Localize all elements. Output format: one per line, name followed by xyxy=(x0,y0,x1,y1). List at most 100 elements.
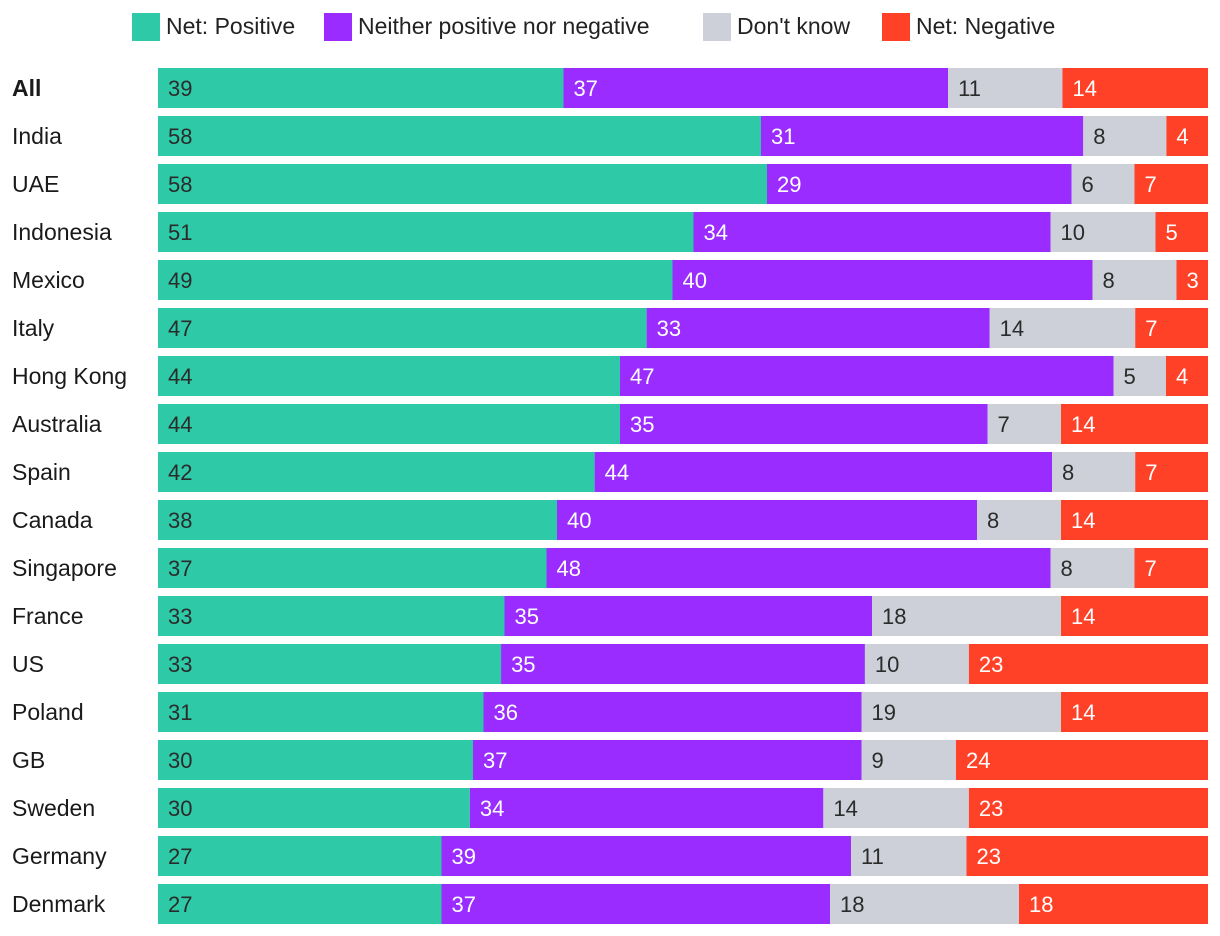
data-label-all-net-positive: 39 xyxy=(168,76,192,101)
category-label-germany: Germany xyxy=(12,843,107,869)
bar-segment-poland-net-negative xyxy=(1061,692,1208,732)
bar-segment-mexico-neither-positive-nor-negative xyxy=(672,260,1093,300)
bar-segment-poland-neither-positive-nor-negative xyxy=(483,692,862,732)
data-label-mexico-neither-positive-nor-negative: 40 xyxy=(683,268,707,293)
legend-item-don-t-know: Don't know xyxy=(703,13,850,41)
bar-segment-hong-kong-net-negative xyxy=(1166,356,1208,396)
bar-segment-spain-don-t-know xyxy=(1052,452,1136,492)
data-label-denmark-net-negative: 18 xyxy=(1029,892,1053,917)
data-label-hong-kong-neither-positive-nor-negative: 47 xyxy=(630,364,654,389)
category-label-france: France xyxy=(12,603,84,629)
legend: Net: Positive Neither positive nor negati… xyxy=(132,13,1055,41)
legend-swatch-net-positive xyxy=(132,13,160,41)
bar-segment-gb-net-positive xyxy=(158,740,473,780)
data-label-uae-neither-positive-nor-negative: 29 xyxy=(777,172,801,197)
data-label-hong-kong-don-t-know: 5 xyxy=(1124,364,1136,389)
bar-segment-singapore-neither-positive-nor-negative xyxy=(546,548,1051,588)
data-label-poland-net-negative: 14 xyxy=(1071,700,1095,725)
data-label-france-don-t-know: 18 xyxy=(882,604,906,629)
bar-segment-indonesia-don-t-know xyxy=(1050,212,1156,252)
bar-segment-spain-neither-positive-nor-negative xyxy=(594,452,1053,492)
bar-segment-singapore-net-positive xyxy=(158,548,547,588)
bar-segment-denmark-net-negative xyxy=(1019,884,1208,924)
data-label-hong-kong-net-positive: 44 xyxy=(168,364,192,389)
data-label-spain-net-negative: 7 xyxy=(1145,460,1157,485)
data-label-denmark-don-t-know: 18 xyxy=(840,892,864,917)
data-label-indonesia-neither-positive-nor-negative: 34 xyxy=(704,220,728,245)
bar-segment-sweden-net-negative xyxy=(968,788,1208,828)
category-labels: All India UAE Indonesia Mexico Italy Hong Kong… xyxy=(12,75,127,917)
bar-segment-france-net-positive xyxy=(158,596,505,636)
bar-segment-hong-kong-neither-positive-nor-negative xyxy=(620,356,1114,396)
bar-segment-spain-net-negative xyxy=(1135,452,1208,492)
bar-segment-sweden-net-positive xyxy=(158,788,470,828)
bar-row-hong-kong: 44 47 5 4 xyxy=(158,356,1208,396)
bar-row-india: 58 31 8 4 xyxy=(158,116,1208,156)
data-label-germany-don-t-know: 11 xyxy=(861,844,884,869)
data-label-australia-net-negative: 14 xyxy=(1071,412,1095,437)
category-label-singapore: Singapore xyxy=(12,555,117,581)
category-label-poland: Poland xyxy=(12,699,84,725)
data-label-poland-neither-positive-nor-negative: 36 xyxy=(494,700,518,725)
bar-segment-indonesia-neither-positive-nor-negative xyxy=(693,212,1051,252)
bar-segment-hong-kong-don-t-know xyxy=(1113,356,1166,396)
data-label-gb-don-t-know: 9 xyxy=(872,748,884,773)
data-label-australia-neither-positive-nor-negative: 35 xyxy=(630,412,654,437)
bar-segment-uae-net-negative xyxy=(1134,164,1208,204)
bar-segment-canada-net-positive xyxy=(158,500,557,540)
data-label-australia-don-t-know: 7 xyxy=(998,412,1010,437)
bar-segment-italy-don-t-know xyxy=(989,308,1136,348)
data-label-italy-neither-positive-nor-negative: 33 xyxy=(657,316,681,341)
data-label-canada-don-t-know: 8 xyxy=(987,508,999,533)
bar-segment-us-net-positive xyxy=(158,644,502,684)
bar-segment-indonesia-net-negative xyxy=(1155,212,1208,252)
bar-segment-mexico-net-positive xyxy=(158,260,673,300)
category-label-indonesia: Indonesia xyxy=(12,219,112,245)
bar-segment-france-neither-positive-nor-negative xyxy=(504,596,872,636)
bar-row-spain: 42 44 8 7 xyxy=(158,452,1208,492)
category-label-sweden: Sweden xyxy=(12,795,95,821)
bar-segment-canada-neither-positive-nor-negative xyxy=(557,500,977,540)
bar-row-italy: 47 33 14 7 xyxy=(158,308,1208,348)
data-label-spain-net-positive: 42 xyxy=(168,460,192,485)
bar-row-gb: 30 37 9 24 xyxy=(158,740,1208,780)
bar-segment-indonesia-net-positive xyxy=(158,212,694,252)
bar-row-poland: 31 36 19 14 xyxy=(158,692,1208,732)
bar-segment-denmark-net-positive xyxy=(158,884,442,924)
bar-row-australia: 44 35 7 14 xyxy=(158,404,1208,444)
data-label-india-net-positive: 58 xyxy=(168,124,192,149)
data-label-india-neither-positive-nor-negative: 31 xyxy=(771,124,795,149)
data-label-gb-net-positive: 30 xyxy=(168,748,192,773)
bar-segment-mexico-net-negative xyxy=(1176,260,1208,300)
bar-segment-australia-net-positive xyxy=(158,404,620,444)
bar-segment-india-neither-positive-nor-negative xyxy=(760,116,1084,156)
bar-segment-australia-net-negative xyxy=(1061,404,1208,444)
bar-segment-france-don-t-know xyxy=(872,596,1061,636)
bar-segment-all-net-negative xyxy=(1062,68,1208,108)
bar-segment-uae-net-positive xyxy=(158,164,767,204)
data-label-canada-net-negative: 14 xyxy=(1071,508,1095,533)
bar-segment-canada-net-negative xyxy=(1061,500,1208,540)
bar-row-us: 33 35 10 23 xyxy=(158,644,1208,684)
bar-segment-denmark-don-t-know xyxy=(830,884,1019,924)
category-label-canada: Canada xyxy=(12,507,93,533)
bar-segment-italy-neither-positive-nor-negative xyxy=(646,308,990,348)
data-label-singapore-neither-positive-nor-negative: 48 xyxy=(557,556,581,581)
bar-segment-all-neither-positive-nor-negative xyxy=(563,68,949,108)
legend-label-net-negative: Net: Negative xyxy=(916,13,1055,39)
bar-row-sweden: 30 34 14 23 xyxy=(158,788,1208,828)
category-label-mexico: Mexico xyxy=(12,267,85,293)
data-label-mexico-net-positive: 49 xyxy=(168,268,192,293)
bar-segment-uae-don-t-know xyxy=(1071,164,1135,204)
bar-segment-india-don-t-know xyxy=(1083,116,1167,156)
data-label-spain-neither-positive-nor-negative: 44 xyxy=(605,460,629,485)
data-label-us-don-t-know: 10 xyxy=(875,652,899,677)
bar-segment-italy-net-positive xyxy=(158,308,647,348)
legend-item-net-positive: Net: Positive xyxy=(132,13,295,41)
category-label-italy: Italy xyxy=(12,315,55,341)
data-label-us-net-negative: 23 xyxy=(979,652,1003,677)
bar-segment-us-don-t-know xyxy=(864,644,969,684)
bar-segment-hong-kong-net-positive xyxy=(158,356,620,396)
bar-segment-canada-don-t-know xyxy=(977,500,1061,540)
data-label-italy-don-t-know: 14 xyxy=(1000,316,1024,341)
